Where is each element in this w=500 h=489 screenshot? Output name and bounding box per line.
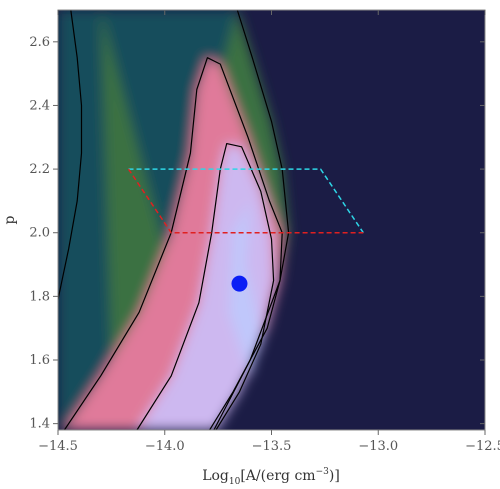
y-tick-label: 2.4 (29, 98, 50, 113)
contour-line-1 (58, 10, 83, 300)
contour-lines (58, 10, 290, 430)
contour-line-4 (213, 10, 290, 430)
x-tick-label: −13.5 (252, 439, 292, 454)
x-axis-label-sup: −3 (316, 467, 330, 477)
contour-line-2 (63, 57, 283, 430)
best-fit-layer (231, 275, 248, 292)
dashed-regions (127, 168, 364, 234)
y-tick-label: 2.2 (29, 162, 50, 177)
y-tick-label: 1.6 (29, 353, 50, 368)
contour-line-3 (136, 143, 275, 430)
x-tick-label: −14.0 (145, 439, 185, 454)
x-tick-label: −14.5 (38, 439, 78, 454)
best-fit-point (231, 275, 248, 292)
y-axis-label: p (2, 215, 18, 224)
likelihood-bands (58, 10, 289, 430)
y-tick-label: 1.8 (29, 289, 50, 304)
x-axis-label-sub: 10 (229, 477, 241, 487)
y-tick-label: 2.6 (29, 35, 50, 50)
x-axis-ticks: −14.5 −14.0 −13.5 −13.0 −12.5 (38, 10, 500, 454)
x-axis-label-tail: )] (329, 468, 340, 484)
band-lavender (137, 143, 274, 430)
cyan-dashed-boundary (128, 168, 364, 234)
x-axis-label: Log10[A/(erg cm−3)] (202, 467, 340, 487)
x-axis-label-base: Log (202, 468, 229, 484)
y-tick-label: 1.4 (29, 417, 50, 432)
y-axis-ticks: 1.4 1.6 1.8 2.0 2.2 2.4 2.6 (29, 35, 485, 432)
x-tick-label: −13.0 (358, 439, 398, 454)
red-dashed-boundary (127, 168, 364, 234)
y-tick-label: 2.0 (29, 226, 50, 241)
x-tick-label: −12.5 (465, 439, 500, 454)
x-axis-label-main: [A/(erg cm (240, 468, 315, 484)
heatmap-background (58, 10, 485, 430)
